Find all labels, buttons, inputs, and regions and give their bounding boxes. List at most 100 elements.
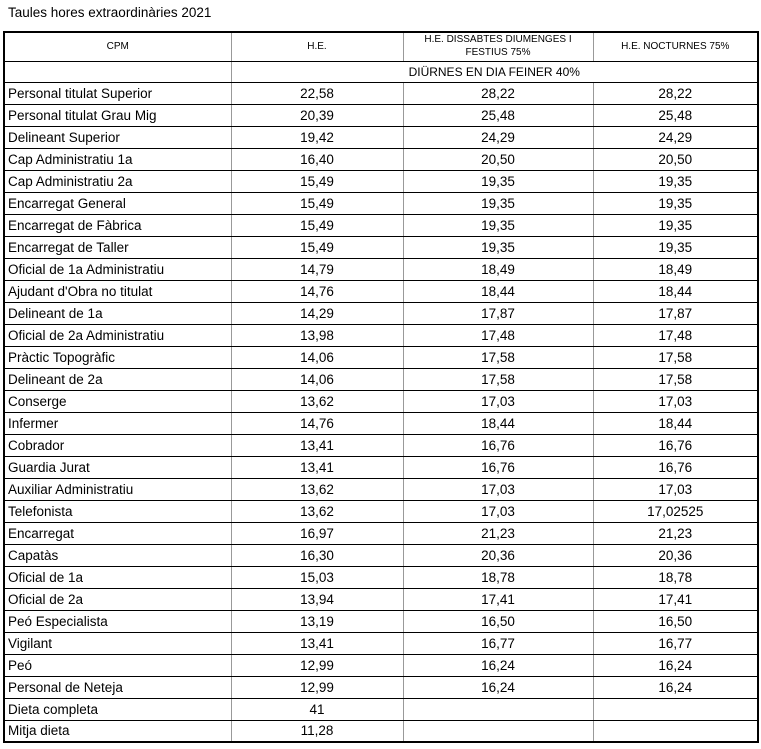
- value-cell: 16,97: [230, 521, 404, 545]
- cpm-cell: Oficial de 2a: [3, 587, 232, 611]
- table-row: Capatàs 16,30 20,36 20,36: [3, 543, 759, 567]
- value-cell: 24,29: [402, 125, 594, 149]
- value-cell: 17,48: [402, 323, 594, 347]
- value-cell: 15,49: [230, 169, 404, 193]
- header-row: CPM H.E. H.E. DISSABTES DIUMENGES I FEST…: [3, 31, 759, 62]
- value-cell: 28,22: [402, 81, 594, 105]
- value-cell: 16,77: [402, 631, 594, 655]
- table-row: Personal de Neteja 12,99 16,24 16,24: [3, 675, 759, 699]
- value-cell: 15,49: [230, 191, 404, 215]
- value-cell: 16,50: [592, 609, 759, 633]
- table-row: Delineant de 1a 14,29 17,87 17,87: [3, 301, 759, 325]
- value-cell: 15,49: [230, 235, 404, 259]
- cpm-cell: Auxiliar Administratiu: [3, 477, 232, 501]
- value-cell: 16,30: [230, 543, 404, 567]
- value-cell: 16,76: [592, 455, 759, 479]
- value-cell: 17,87: [592, 301, 759, 325]
- value-cell: 18,78: [402, 565, 594, 589]
- cpm-cell: Peó: [3, 653, 232, 677]
- table-row: Oficial de 1a Administratiu 14,79 18,49 18,…: [3, 257, 759, 281]
- value-cell: 19,35: [592, 235, 759, 259]
- table-row: Dieta completa 41: [3, 697, 759, 721]
- cpm-cell: Personal titulat Superior: [3, 81, 232, 105]
- table-row: Auxiliar Administratiu 13,62 17,03 17,03: [3, 477, 759, 501]
- value-cell: 17,41: [402, 587, 594, 611]
- value-cell: 14,29: [230, 301, 404, 325]
- cpm-cell: Encarregat: [3, 521, 232, 545]
- value-cell: 13,19: [230, 609, 404, 633]
- value-cell: 12,99: [230, 675, 404, 699]
- value-cell: 16,76: [592, 433, 759, 457]
- value-cell: 16,50: [402, 609, 594, 633]
- table-row: Peó Especialista 13,19 16,50 16,50: [3, 609, 759, 633]
- table-row: Oficial de 2a Administratiu 13,98 17,48 17,…: [3, 323, 759, 347]
- cpm-cell: Delineant de 1a: [3, 301, 232, 325]
- value-cell: 16,76: [402, 433, 594, 457]
- subheader-row: DIÜRNES EN DIA FEINER 40%: [3, 60, 759, 83]
- cpm-cell: Mitja dieta: [3, 719, 232, 743]
- table-row: Peó 12,99 16,24 16,24: [3, 653, 759, 677]
- value-cell: [402, 697, 594, 721]
- value-cell: 13,62: [230, 389, 404, 413]
- value-cell: 18,49: [592, 257, 759, 281]
- value-cell: 18,44: [592, 279, 759, 303]
- value-cell: 17,03: [402, 499, 594, 523]
- value-cell: 14,79: [230, 257, 404, 281]
- table-row: Encarregat General 15,49 19,35 19,35: [3, 191, 759, 215]
- value-cell: 19,42: [230, 125, 404, 149]
- value-cell: 13,94: [230, 587, 404, 611]
- subheader-label: DIÜRNES EN DIA FEINER 40%: [230, 60, 759, 83]
- cpm-cell: Encarregat General: [3, 191, 232, 215]
- value-cell: 13,41: [230, 433, 404, 457]
- value-cell: 25,48: [402, 103, 594, 127]
- column-header-he-festius: H.E. DISSABTES DIUMENGES I FESTIUS 75%: [402, 31, 594, 62]
- cpm-cell: Encarregat de Taller: [3, 235, 232, 259]
- table-row: Cobrador 13,41 16,76 16,76: [3, 433, 759, 457]
- cpm-cell: Vigilant: [3, 631, 232, 655]
- cpm-cell: Infermer: [3, 411, 232, 435]
- value-cell: [402, 719, 594, 743]
- cpm-cell: Cap Administratiu 2a: [3, 169, 232, 193]
- table-row: Telefonista 13,62 17,03 17,02525: [3, 499, 759, 523]
- value-cell: [592, 697, 759, 721]
- value-cell: 13,41: [230, 455, 404, 479]
- cpm-cell: Oficial de 1a: [3, 565, 232, 589]
- column-header-he-nocturnes: H.E. NOCTURNES 75%: [592, 31, 759, 62]
- table-row: Infermer 14,76 18,44 18,44: [3, 411, 759, 435]
- value-cell: 14,06: [230, 367, 404, 391]
- cpm-cell: Oficial de 2a Administratiu: [3, 323, 232, 347]
- cpm-cell: Cap Administratiu 1a: [3, 147, 232, 171]
- value-cell: 18,44: [592, 411, 759, 435]
- value-cell: 13,62: [230, 499, 404, 523]
- value-cell: 19,35: [402, 191, 594, 215]
- value-cell: 22,58: [230, 81, 404, 105]
- value-cell: 20,39: [230, 103, 404, 127]
- value-cell: 16,40: [230, 147, 404, 171]
- table-row: Personal titulat Superior 22,58 28,22 28,22: [3, 81, 759, 105]
- column-header-he: H.E.: [230, 31, 404, 62]
- value-cell: 24,29: [592, 125, 759, 149]
- value-cell: 19,35: [592, 213, 759, 237]
- value-cell: 16,76: [402, 455, 594, 479]
- cpm-cell: Encarregat de Fàbrica: [3, 213, 232, 237]
- value-cell: 17,58: [592, 367, 759, 391]
- value-cell: 14,76: [230, 411, 404, 435]
- value-cell: 19,35: [592, 169, 759, 193]
- value-cell: 18,44: [402, 411, 594, 435]
- cpm-cell: Ajudant d'Obra no titulat: [3, 279, 232, 303]
- value-cell: 19,35: [402, 235, 594, 259]
- value-cell: 12,99: [230, 653, 404, 677]
- value-cell: 13,98: [230, 323, 404, 347]
- table-row: Conserge 13,62 17,03 17,03: [3, 389, 759, 413]
- value-cell: 18,44: [402, 279, 594, 303]
- table-row: Encarregat 16,97 21,23 21,23: [3, 521, 759, 545]
- table-row: Guardia Jurat 13,41 16,76 16,76: [3, 455, 759, 479]
- table-row: Cap Administratiu 1a 16,40 20,50 20,50: [3, 147, 759, 171]
- value-cell: 17,58: [402, 345, 594, 369]
- table-row: Mitja dieta 11,28: [3, 719, 759, 743]
- value-cell: 17,03: [592, 389, 759, 413]
- value-cell: 15,03: [230, 565, 404, 589]
- cpm-cell: Capatàs: [3, 543, 232, 567]
- value-cell: 19,35: [402, 213, 594, 237]
- value-cell: 25,48: [592, 103, 759, 127]
